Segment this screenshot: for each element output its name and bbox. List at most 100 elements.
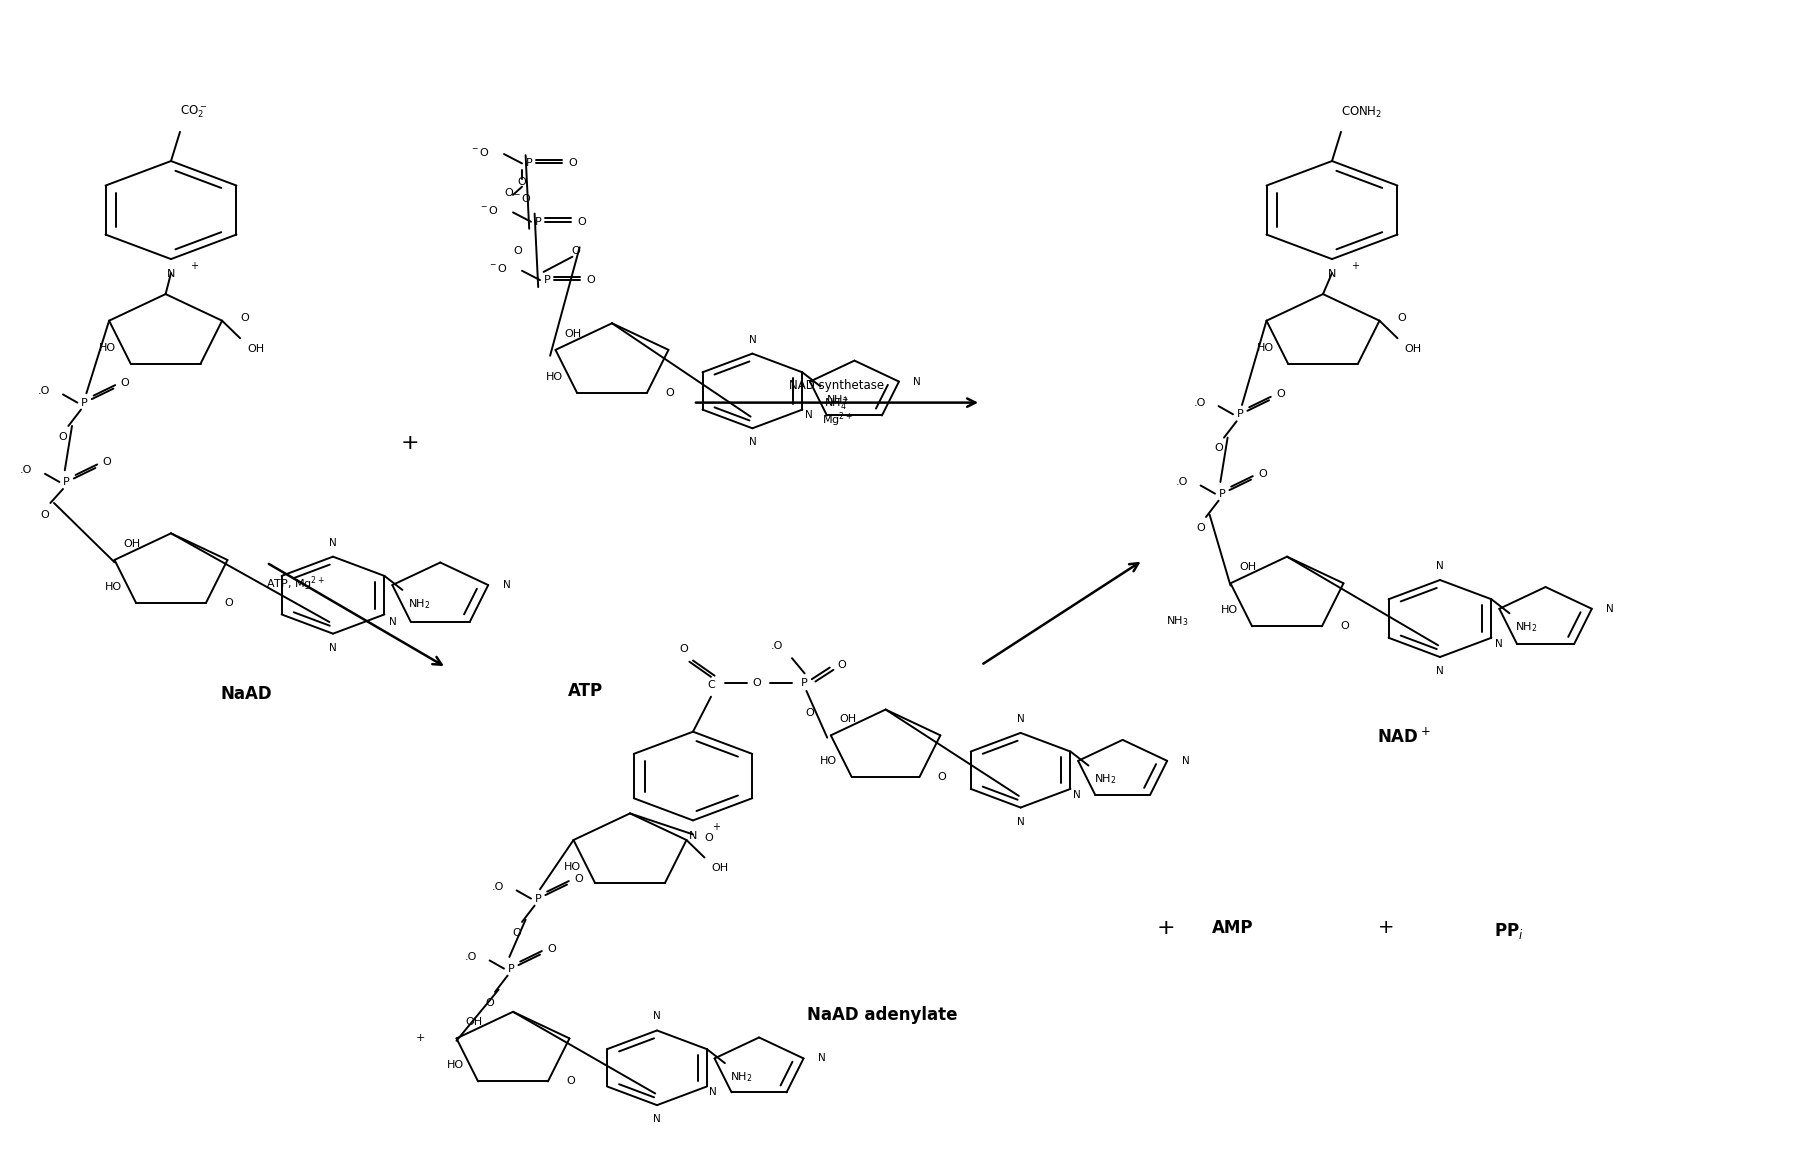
Text: N: N <box>389 616 396 627</box>
Text: P: P <box>508 964 515 973</box>
Text: ATP, Mg$^{2+}$: ATP, Mg$^{2+}$ <box>266 574 326 593</box>
Text: O: O <box>704 833 713 843</box>
Text: P: P <box>535 894 542 903</box>
Text: O: O <box>574 874 583 883</box>
Text: N: N <box>1017 817 1024 826</box>
Text: P: P <box>535 217 542 226</box>
Text: +: + <box>1352 261 1359 271</box>
Text: O: O <box>837 661 846 670</box>
Text: N: N <box>1436 561 1444 571</box>
Text: N: N <box>329 643 337 652</box>
Text: N: N <box>749 438 756 447</box>
Text: P: P <box>801 678 808 687</box>
Text: OH: OH <box>841 714 857 725</box>
Text: $^-$O: $^-$O <box>479 204 499 216</box>
Text: N: N <box>653 1114 661 1124</box>
Text: O: O <box>1197 523 1204 533</box>
Text: .O: .O <box>38 386 50 396</box>
Text: +: + <box>1377 918 1395 937</box>
Text: HO: HO <box>821 756 837 766</box>
Text: N: N <box>329 538 337 547</box>
Text: O: O <box>664 387 673 398</box>
Text: OH: OH <box>711 864 729 873</box>
Text: P: P <box>63 477 70 487</box>
Text: O: O <box>1276 390 1285 399</box>
Text: $^-$O: $^-$O <box>488 263 508 274</box>
Text: CONH$_2$: CONH$_2$ <box>1341 105 1382 120</box>
Text: O: O <box>103 457 112 467</box>
Text: $^-$O: $^-$O <box>470 146 490 158</box>
Text: N: N <box>1328 270 1336 279</box>
Text: NH$_2$: NH$_2$ <box>731 1070 752 1084</box>
Text: NH$_2$: NH$_2$ <box>1094 773 1116 787</box>
Text: O: O <box>504 188 513 197</box>
Text: O: O <box>518 177 526 187</box>
Text: N: N <box>805 411 812 420</box>
Text: N: N <box>1073 790 1080 799</box>
Text: N: N <box>913 377 922 386</box>
Text: AMP: AMP <box>1211 918 1255 937</box>
Text: O: O <box>680 643 688 654</box>
Text: NaAD: NaAD <box>221 685 272 704</box>
Text: OH: OH <box>1240 562 1256 572</box>
Text: HO: HO <box>1220 606 1238 615</box>
Text: +: + <box>713 823 720 832</box>
Text: OH: OH <box>1404 344 1422 354</box>
Text: P: P <box>1219 489 1226 498</box>
Text: HO: HO <box>1256 343 1274 352</box>
Text: O: O <box>513 928 520 938</box>
Text: .O: .O <box>1175 477 1188 487</box>
Text: N: N <box>167 270 175 279</box>
Text: NH$_3$: NH$_3$ <box>1166 614 1190 628</box>
Text: N: N <box>653 1012 661 1021</box>
Text: O: O <box>1397 314 1406 323</box>
Text: ATP: ATP <box>567 682 603 700</box>
Text: HO: HO <box>99 343 117 352</box>
Text: NH$_2$: NH$_2$ <box>826 393 848 407</box>
Text: P: P <box>81 398 88 407</box>
Text: .O: .O <box>770 641 783 651</box>
Text: NAD$^+$: NAD$^+$ <box>1377 728 1431 747</box>
Text: +: + <box>1157 917 1175 938</box>
Text: PP$_i$: PP$_i$ <box>1494 921 1523 942</box>
Text: N: N <box>1017 714 1024 724</box>
Text: NH$_4^+$: NH$_4^+$ <box>824 394 850 413</box>
Text: NAD synthetase: NAD synthetase <box>790 378 884 392</box>
Text: O: O <box>121 378 130 387</box>
Text: N: N <box>1436 666 1444 676</box>
Text: HO: HO <box>104 582 122 592</box>
Text: O: O <box>239 314 248 323</box>
Text: O: O <box>569 159 578 168</box>
Text: HO: HO <box>545 372 563 382</box>
Text: O: O <box>513 246 522 256</box>
Text: +: + <box>401 433 419 454</box>
Text: +: + <box>416 1034 425 1043</box>
Text: N: N <box>817 1054 826 1063</box>
Text: C: C <box>707 680 715 690</box>
Text: N: N <box>1494 640 1503 649</box>
Text: O: O <box>59 432 67 442</box>
Text: OH: OH <box>124 539 140 548</box>
Text: .O: .O <box>491 882 504 892</box>
Text: .O: .O <box>20 466 32 475</box>
Text: Mg$^{2+}$: Mg$^{2+}$ <box>821 411 853 429</box>
Text: O: O <box>486 998 493 1008</box>
Text: N: N <box>749 335 756 344</box>
Text: .O: .O <box>464 952 477 962</box>
Text: OH: OH <box>565 329 581 338</box>
Text: O: O <box>1215 443 1222 454</box>
Text: O: O <box>1258 469 1267 478</box>
Text: O: O <box>223 598 232 608</box>
Text: P: P <box>526 159 533 168</box>
Text: N: N <box>502 580 511 591</box>
Text: NaAD adenylate: NaAD adenylate <box>806 1006 958 1025</box>
Text: $^-$O: $^-$O <box>511 193 533 204</box>
Text: NH$_2$: NH$_2$ <box>1516 621 1537 634</box>
Text: N: N <box>689 831 697 840</box>
Text: O: O <box>572 246 580 256</box>
Text: HO: HO <box>446 1061 464 1070</box>
Text: OH: OH <box>247 344 265 354</box>
Text: O: O <box>578 217 587 226</box>
Text: CO$_2^-$: CO$_2^-$ <box>180 104 207 120</box>
Text: O: O <box>805 708 814 718</box>
